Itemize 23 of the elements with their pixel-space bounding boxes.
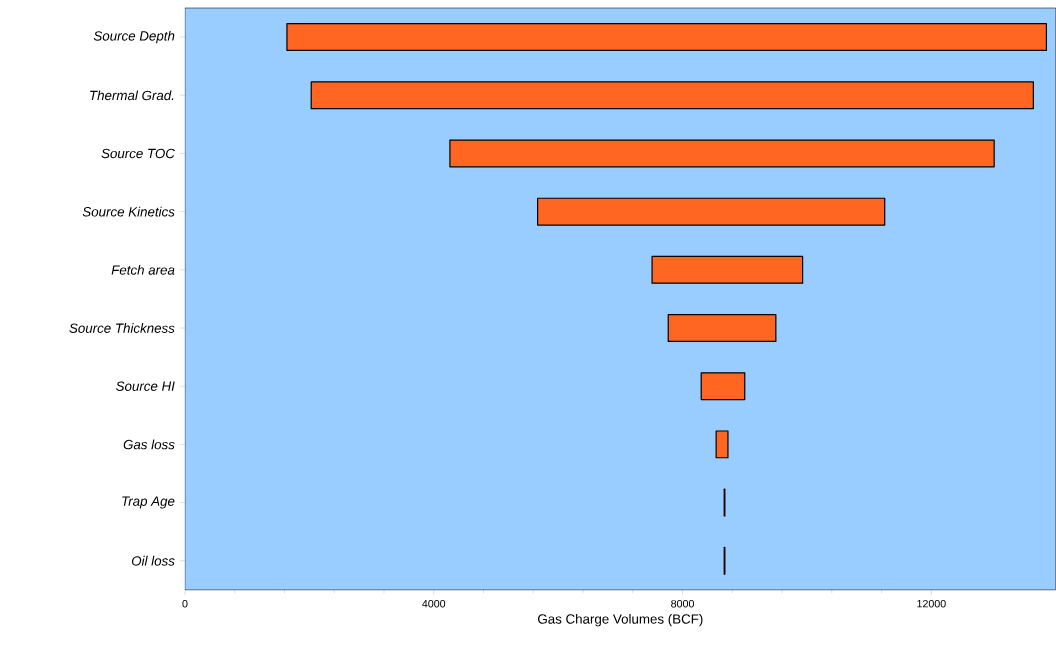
y-tick-label: Fetch area [111,265,175,275]
bar [651,255,804,284]
y-tick-label: Source TOC [101,148,175,159]
bar [667,314,777,343]
y-tick-label: Thermal Grad. [90,90,174,101]
x-tick-label: 0 [182,599,188,608]
x-tick-label: 4000 [422,599,446,608]
bar [286,23,1048,52]
y-tick-label: Gas loss [123,439,175,450]
y-tick-label: Oil loss [131,555,175,566]
x-tick-label: 8000 [671,599,694,608]
x-tick-label: 12000 [917,599,946,608]
x-axis-title: Gas Charge Volumes (BCF) [538,614,703,627]
y-tick-label: Source Thickness [69,323,175,333]
y-tick-label: Source HI [116,381,175,391]
bar [715,430,729,459]
bar [537,197,886,226]
bar [310,81,1034,110]
bar [449,139,995,168]
y-tick-label: Trap Age [122,496,175,509]
y-tick-label: Source Depth [93,30,175,44]
y-tick-label: Source Kinetics [82,206,175,217]
bar [700,372,746,401]
